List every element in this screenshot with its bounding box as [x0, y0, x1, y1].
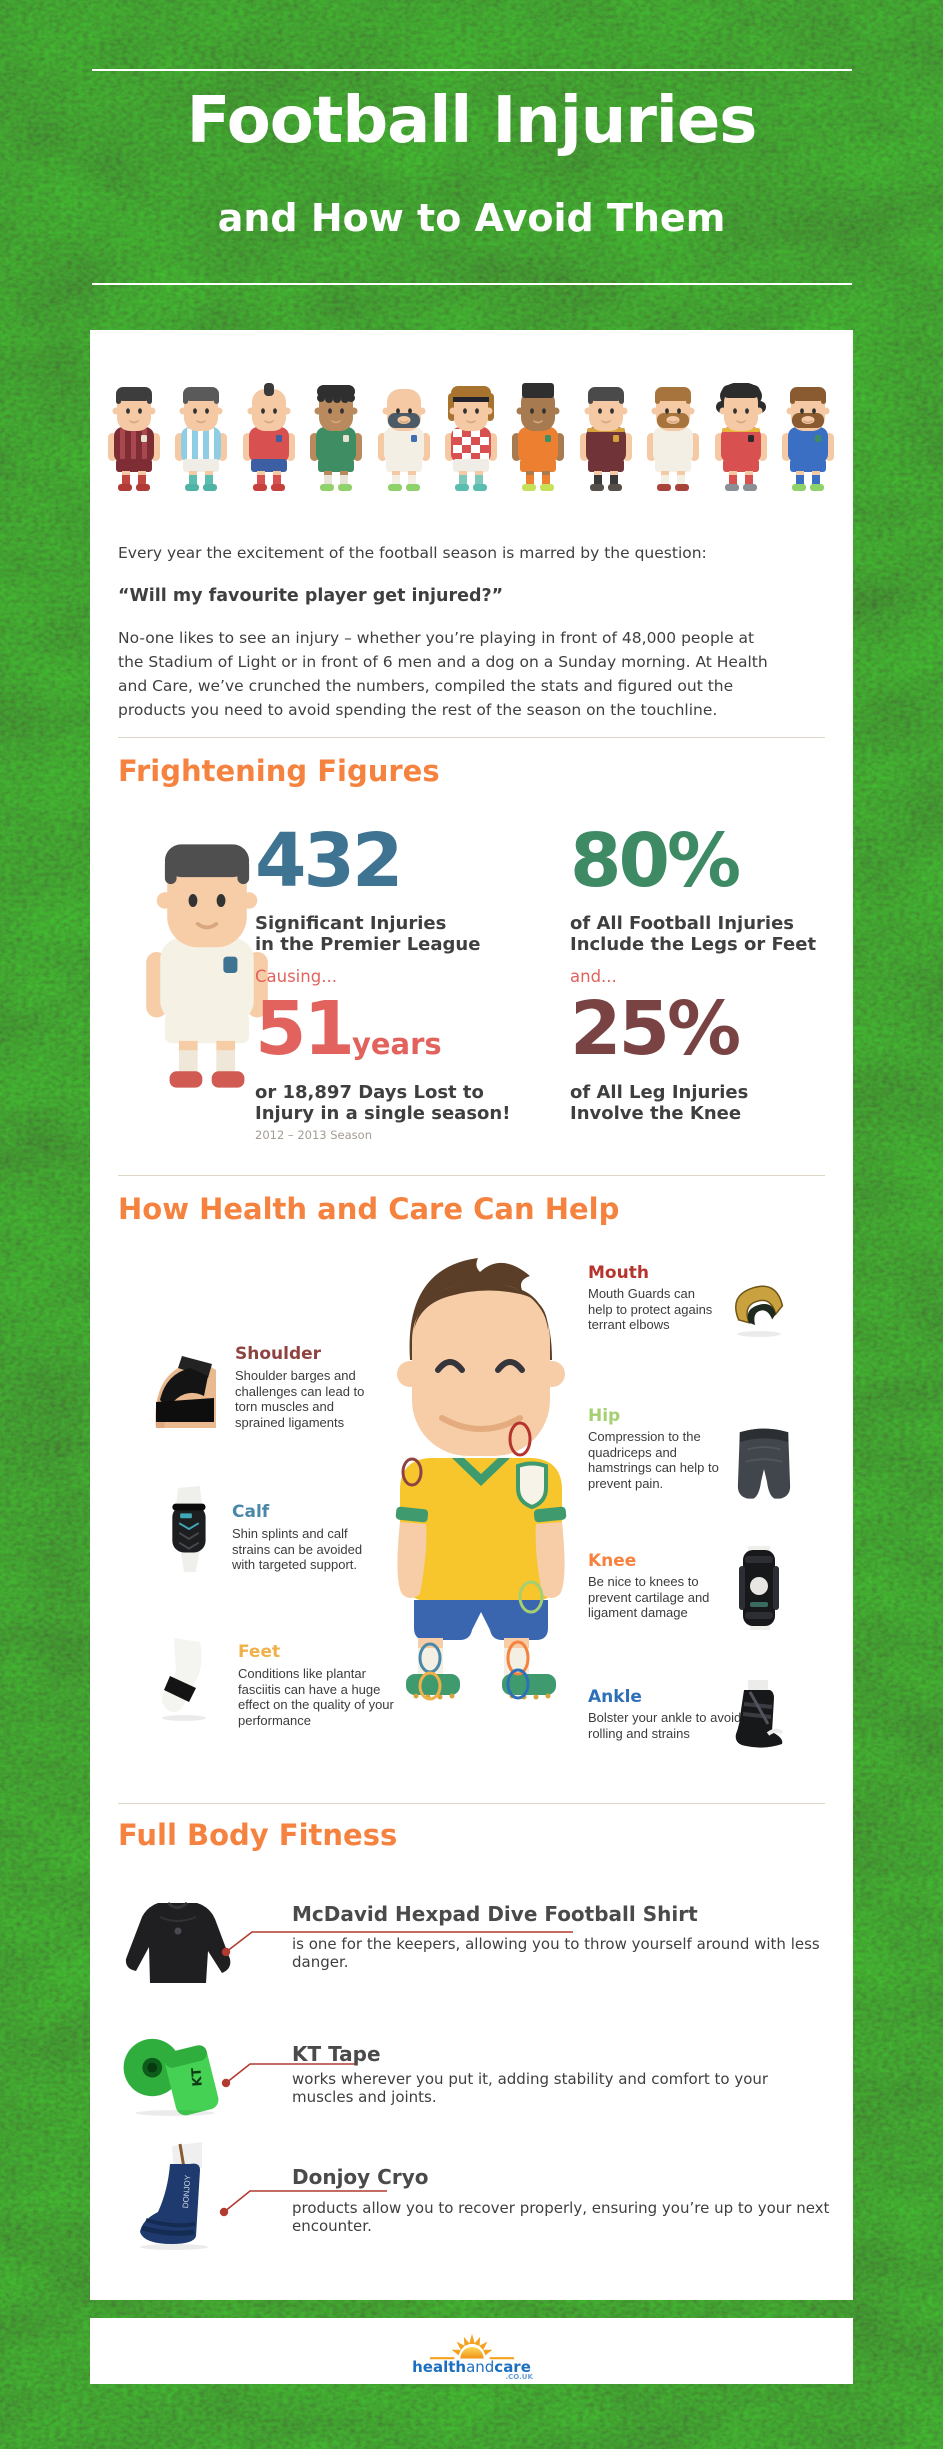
mouth-ring [508, 1421, 532, 1457]
player-illustration [146, 844, 268, 1088]
callout-line [219, 2190, 387, 2217]
help-item-feet-title: Feet [238, 1642, 281, 1662]
causing-label: Causing... [255, 967, 337, 986]
sun-icon [429, 2333, 514, 2359]
page-title: Football Injuries [186, 84, 758, 158]
player-illustration [781, 387, 834, 491]
hip-ring [518, 1580, 544, 1614]
intro-paragraph: No-one likes to see an injury – whether … [118, 629, 768, 719]
help-item-calf-title: Calf [232, 1502, 270, 1522]
foot-sock-image [161, 1638, 206, 1721]
product-title-mcdavid: McDavid Hexpad Dive Football Shirt [292, 1902, 698, 1926]
help-item-calf-text: Shin splints and calf strains can be avo… [232, 1526, 363, 1572]
svg-text:DONJOY: DONJOY [181, 2174, 192, 2209]
product-text-kt-tape: works wherever you put it, adding stabil… [292, 2070, 769, 2106]
knee-ring [506, 1640, 530, 1676]
svg-text:KT: KT [189, 2067, 205, 2087]
compression-shirt-image [125, 1901, 231, 1983]
player-illustration [512, 383, 565, 491]
callout-line [221, 1931, 573, 1957]
logo-suffix: .CO.UK [505, 2372, 533, 2381]
stat-legs-feet-caption: of All Football Injuries Include the Leg… [570, 913, 817, 955]
stat-significant-injuries-value: 432 [255, 818, 403, 904]
help-item-knee-text: Be nice to knees to prevent cartilage an… [588, 1574, 710, 1620]
header-rule-top [92, 69, 852, 71]
kt-tape-image: KT [123, 2038, 219, 2116]
section-divider [118, 1175, 825, 1176]
help-heading: How Health and Care Can Help [118, 1192, 620, 1226]
product-text-mcdavid: is one for the keepers, allowing you to … [292, 1935, 820, 1971]
section-divider [118, 737, 825, 738]
help-item-ankle-text: Bolster your ankle to avoid rolling and … [588, 1710, 742, 1741]
stat-legs-feet-value: 80% [570, 818, 741, 904]
ankle-brace-image [735, 1680, 784, 1748]
season-note: 2012 – 2013 Season [255, 1128, 372, 1142]
player-illustration [175, 387, 228, 491]
footer: healthandcare .CO.UK [90, 2318, 853, 2384]
section-divider [118, 1803, 825, 1804]
healthandcare-logo: healthandcare .CO.UK [412, 2359, 533, 2381]
help-item-shoulder-text: Shoulder barges and challenges can lead … [235, 1368, 365, 1430]
frightening-figures-heading: Frightening Figures [118, 754, 440, 788]
help-item-feet-text: Conditions like plantar fasciitis can ha… [238, 1666, 394, 1728]
feet-ring [418, 1671, 442, 1701]
intro-line: Every year the excitement of the footbal… [118, 544, 707, 562]
help-item-ankle-title: Ankle [588, 1687, 642, 1707]
help-item-mouth-title: Mouth [588, 1263, 649, 1283]
page-subtitle: and How to Avoid Them [217, 196, 726, 240]
and-label: and... [570, 967, 617, 986]
knee-brace-image [739, 1546, 779, 1630]
mouthguard-image [735, 1285, 784, 1337]
help-item-hip-text: Compression to the quadriceps and hamstr… [588, 1429, 719, 1491]
players-row [102, 383, 840, 498]
full-body-fitness-heading: Full Body Fitness [118, 1818, 398, 1852]
stat-years-lost-value: 51years [255, 986, 442, 1072]
shoulder-ring [401, 1457, 423, 1487]
stat-knee-caption: of All Leg Injuries Involve the Knee [570, 1082, 749, 1124]
player-illustration [579, 387, 632, 491]
player-illustration [647, 387, 700, 491]
player-illustration [714, 383, 767, 491]
content-card: Every year the excitement of the footbal… [90, 330, 853, 2300]
intro-quote: “Will my favourite player get injured?” [118, 586, 504, 606]
product-text-donjoy: products allow you to recover properly, … [292, 2199, 830, 2235]
stat-significant-injuries-caption: Significant Injuries in the Premier Leag… [255, 913, 481, 955]
player-illustration [242, 383, 295, 491]
stat-years-lost-caption: or 18,897 Days Lost to Injury in a singl… [255, 1082, 511, 1124]
compression-shorts-image [737, 1428, 791, 1499]
ankle-ring [506, 1668, 530, 1700]
body-map-player-illustration [395, 1258, 567, 1701]
donjoy-cryo-image: DONJOY [140, 2142, 208, 2250]
product-title-kt-tape: KT Tape [292, 2042, 381, 2066]
player-illustration [108, 387, 160, 491]
player-illustration [444, 386, 497, 491]
years-suffix: years [351, 1027, 442, 1061]
help-item-hip-title: Hip [588, 1406, 621, 1426]
product-title-donjoy: Donjoy Cryo [292, 2165, 429, 2189]
header-rule-bottom [92, 283, 852, 285]
stat-knee-value: 25% [570, 986, 741, 1072]
shoulder-brace-image [155, 1356, 216, 1428]
help-item-knee-title: Knee [588, 1551, 637, 1571]
player-illustration [310, 385, 363, 491]
callout-line [221, 2063, 355, 2088]
england-player-illustration [132, 835, 282, 1097]
player-illustration [377, 389, 430, 491]
help-item-mouth-text: Mouth Guards can help to protect agains … [588, 1286, 713, 1332]
calf-sleeve-image [172, 1486, 206, 1573]
help-item-shoulder-title: Shoulder [235, 1344, 322, 1364]
